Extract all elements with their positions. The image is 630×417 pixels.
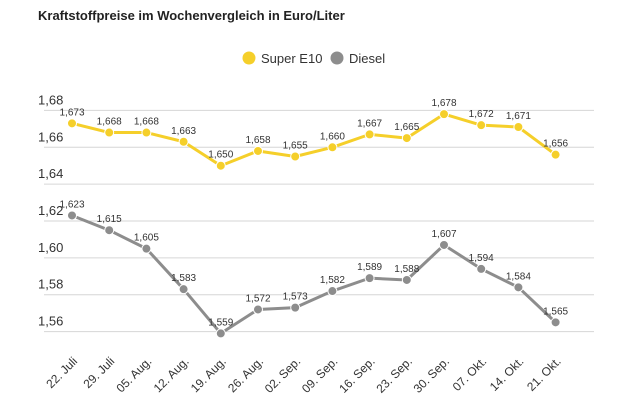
data-label: 1,573	[283, 292, 308, 303]
data-point	[513, 282, 524, 293]
data-label: 1,660	[320, 131, 345, 142]
y-axis: 1,56 1,58 1,60 1,62 1,64 1,66 1,68	[38, 92, 63, 328]
x-tick-label: 26. Aug.	[225, 354, 266, 395]
data-label: 1,584	[506, 271, 531, 282]
data-label: 1,615	[97, 214, 122, 225]
chart-title: Kraftstoffpreise im Wochenvergleich in E…	[38, 8, 345, 23]
data-point	[178, 136, 189, 147]
legend-marker	[330, 51, 344, 65]
data-point	[401, 274, 412, 285]
data-label: 1,582	[320, 275, 345, 286]
series-0: 1,673 1,668 1,668 1,663 1,650 1,658 1,655 1,660…	[59, 98, 569, 171]
data-label: 1,671	[506, 111, 531, 122]
x-tick-label: 14. Okt.	[487, 354, 527, 394]
data-point	[327, 142, 338, 153]
data-point	[290, 151, 301, 162]
data-point	[439, 109, 449, 120]
data-point	[513, 122, 524, 133]
data-point	[476, 263, 487, 274]
x-tick-label: 05. Aug.	[113, 354, 154, 395]
data-point	[141, 243, 152, 254]
data-point	[215, 328, 226, 339]
data-point	[364, 273, 375, 284]
data-label: 1,668	[134, 117, 159, 128]
data-point	[141, 127, 152, 138]
data-point	[401, 133, 412, 144]
series-1: 1,623 1,615 1,605 1,583 1,559 1,572 1,573 1,582…	[59, 199, 569, 339]
x-tick-label: 02. Sep.	[262, 354, 304, 396]
data-point	[290, 302, 301, 313]
data-label: 1,623	[59, 199, 84, 210]
data-label: 1,655	[283, 141, 308, 152]
data-label: 1,588	[394, 264, 419, 275]
y-tick-label: 1,68	[38, 92, 63, 107]
data-point	[364, 129, 375, 140]
data-label: 1,673	[59, 107, 84, 118]
data-label: 1,658	[245, 135, 270, 146]
data-point	[476, 120, 487, 131]
data-point	[253, 145, 263, 156]
data-point	[178, 284, 189, 295]
legend-label: Super E10	[261, 51, 322, 66]
data-point	[104, 225, 115, 236]
data-label: 1,678	[431, 98, 456, 109]
data-label: 1,572	[245, 293, 270, 304]
x-tick-label: 30. Sep.	[411, 354, 453, 396]
data-label: 1,583	[171, 273, 196, 284]
data-point	[67, 118, 77, 129]
data-label: 1,589	[357, 262, 382, 273]
y-tick-label: 1,64	[38, 166, 63, 181]
data-label: 1,668	[97, 117, 122, 128]
data-point	[104, 127, 115, 138]
data-label: 1,650	[208, 150, 233, 161]
y-tick-label: 1,56	[38, 314, 63, 329]
x-tick-label: 22. Juli	[43, 354, 80, 391]
x-tick-label: 23. Sep.	[373, 354, 415, 396]
y-tick-label: 1,60	[38, 240, 63, 255]
legend-marker	[242, 51, 256, 65]
data-label: 1,607	[431, 229, 456, 240]
data-label: 1,605	[134, 233, 159, 244]
x-tick-label: 19. Aug.	[188, 354, 229, 395]
data-label: 1,667	[357, 118, 382, 129]
x-tick-label: 09. Sep.	[299, 354, 341, 396]
data-label: 1,565	[543, 306, 568, 317]
data-label: 1,665	[394, 122, 419, 133]
data-point	[550, 149, 561, 160]
x-tick-label: 12. Aug.	[151, 354, 192, 395]
grid	[44, 109, 594, 333]
y-tick-label: 1,66	[38, 129, 63, 144]
series-line	[71, 112, 557, 168]
data-point	[253, 304, 263, 315]
data-label: 1,663	[171, 126, 196, 137]
data-point	[215, 160, 226, 171]
data-label: 1,594	[469, 253, 494, 264]
x-tick-label: 07. Okt.	[450, 354, 490, 394]
x-tick-label: 21. Okt.	[524, 354, 564, 394]
series-line	[71, 214, 557, 335]
data-label: 1,672	[469, 109, 494, 120]
x-tick-label: 29. Juli	[81, 354, 118, 391]
legend-label: Diesel	[349, 51, 385, 66]
data-point	[550, 317, 561, 328]
data-label: 1,656	[543, 139, 568, 150]
y-tick-label: 1,58	[38, 277, 63, 292]
chart-legend: Super E10 Diesel	[242, 51, 385, 66]
data-label: 1,559	[208, 317, 233, 328]
data-point	[67, 210, 77, 221]
series-layer: 1,673 1,668 1,668 1,663 1,650 1,658 1,655 1,660…	[59, 98, 569, 339]
data-point	[439, 239, 449, 250]
data-point	[327, 286, 338, 297]
y-tick-label: 1,62	[38, 203, 63, 218]
x-tick-label: 16. Sep.	[336, 354, 378, 396]
